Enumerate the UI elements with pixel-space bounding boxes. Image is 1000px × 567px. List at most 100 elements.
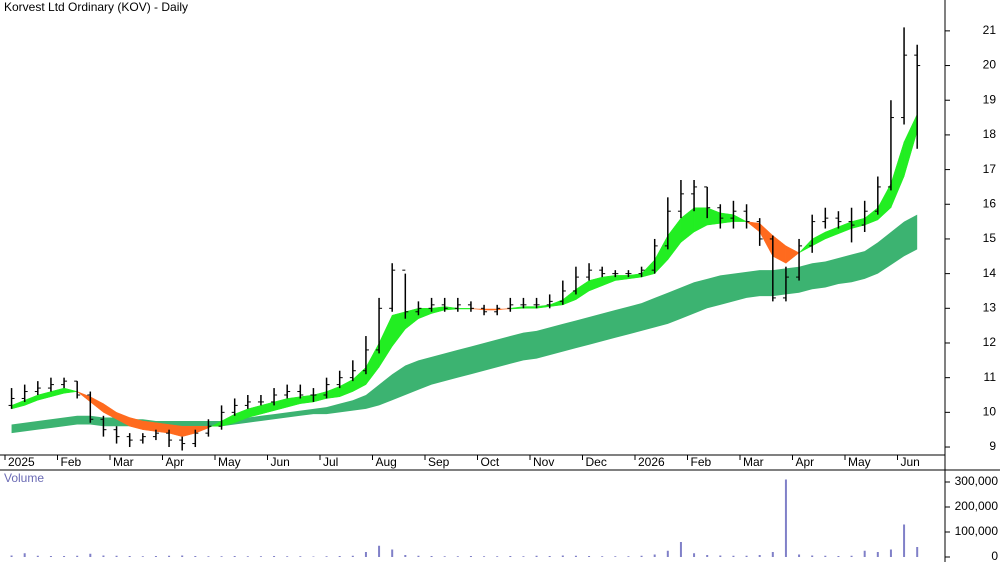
y-tick-label: 10 — [983, 405, 997, 419]
y-tick-label: 12 — [983, 335, 997, 349]
volume-bar — [850, 555, 853, 557]
x-tick-label: Apr — [166, 455, 185, 469]
volume-bar — [36, 555, 39, 557]
volume-bar — [181, 555, 184, 557]
volume-bar — [10, 555, 13, 557]
volume-bar — [259, 556, 262, 557]
x-tick-label: Feb — [61, 455, 82, 469]
volume-bar — [666, 550, 669, 557]
volume-bar — [824, 555, 827, 557]
volume-bar — [706, 555, 709, 557]
volume-bar — [469, 556, 472, 557]
x-tick-label: Mar — [113, 455, 134, 469]
y-tick-label: 18 — [983, 127, 997, 141]
volume-bar — [351, 555, 354, 557]
y-tick-label: 15 — [983, 231, 997, 245]
volume-bar — [299, 556, 302, 557]
volume-bar — [141, 556, 144, 557]
volume-bar — [23, 553, 26, 557]
volume-bar — [693, 553, 696, 557]
volume-bar — [784, 479, 787, 557]
volume-bar — [574, 555, 577, 557]
volume-bar — [49, 556, 52, 557]
volume-bar — [876, 552, 879, 557]
volume-bar — [863, 550, 866, 557]
x-tick-label: Dec — [586, 455, 607, 469]
volume-bar — [417, 555, 420, 557]
volume-bar — [522, 556, 525, 557]
y-tick-label: 9 — [989, 439, 996, 453]
y-tick-label: 11 — [984, 370, 997, 384]
volume-bar — [601, 556, 604, 557]
volume-bar — [194, 556, 197, 557]
volume-bar — [732, 555, 735, 557]
fast-band-segment — [457, 308, 472, 310]
fast-band-segment — [523, 306, 537, 309]
x-tick-label: Nov — [533, 455, 554, 469]
volume-bar — [758, 555, 761, 557]
y-tick-label: 16 — [983, 196, 997, 210]
volume-bar — [679, 542, 682, 557]
volume-label: Volume — [4, 471, 44, 485]
volume-bar — [128, 556, 131, 557]
x-tick-label: Aug — [376, 455, 397, 469]
volume-bar — [548, 556, 551, 557]
x-tick-label: Apr — [796, 455, 815, 469]
fast-band-segment — [155, 422, 170, 434]
volume-bar — [771, 552, 774, 557]
volume-bar — [312, 556, 315, 557]
x-tick-label: May — [218, 455, 241, 469]
volume-bar — [443, 556, 446, 557]
volume-bar — [115, 555, 118, 557]
x-tick-label: Sep — [428, 455, 450, 469]
volume-bar — [614, 556, 617, 557]
volume-y-tick-label: 200,000 — [955, 499, 999, 513]
volume-y-tick-label: 100,000 — [955, 524, 999, 538]
y-tick-label: 21 — [983, 23, 997, 37]
volume-bar — [154, 556, 157, 557]
volume-y-tick-label: 300,000 — [955, 474, 999, 488]
volume-bar — [430, 556, 433, 557]
volume-y-tick-label: 0 — [991, 549, 998, 562]
volume-bar — [456, 556, 459, 557]
y-tick-label: 20 — [983, 58, 997, 72]
volume-bar — [378, 545, 381, 557]
volume-bar — [246, 556, 249, 557]
x-tick-label: Jun — [901, 455, 920, 469]
volume-bar — [273, 556, 276, 557]
x-tick-label: Feb — [691, 455, 712, 469]
fast-band-segment — [483, 308, 498, 311]
volume-bar — [391, 549, 394, 557]
volume-bar — [404, 555, 407, 557]
fast-band-segment — [785, 245, 800, 264]
volume-bar — [745, 555, 748, 557]
volume-bar — [207, 556, 210, 557]
x-tick-label: 2025 — [8, 455, 35, 469]
volume-bar — [168, 555, 171, 557]
fast-band-segment — [63, 387, 78, 394]
volume-bar — [916, 547, 919, 557]
y-tick-label: 17 — [983, 162, 997, 176]
volume-bar — [889, 549, 892, 557]
volume-bar — [483, 556, 486, 557]
volume-bar — [588, 556, 591, 557]
x-tick-label: May — [848, 455, 871, 469]
volume-bar — [640, 555, 643, 557]
volume-bar — [811, 555, 814, 557]
volume-bar — [89, 553, 92, 557]
x-tick-label: Oct — [481, 455, 500, 469]
volume-bar — [496, 556, 499, 557]
volume-bar — [627, 556, 630, 557]
volume-bar — [286, 556, 289, 557]
fast-band-segment — [300, 394, 314, 404]
chart-title: Korvest Ltd Ordinary (KOV) - Daily — [4, 0, 188, 14]
y-tick-label: 13 — [983, 300, 997, 314]
volume-bar — [719, 555, 722, 557]
x-tick-label: Jun — [271, 455, 290, 469]
volume-bar — [535, 555, 538, 557]
x-tick-label: Mar — [743, 455, 764, 469]
volume-bar — [338, 556, 341, 557]
volume-bar — [233, 556, 236, 557]
volume-bar — [837, 556, 840, 557]
